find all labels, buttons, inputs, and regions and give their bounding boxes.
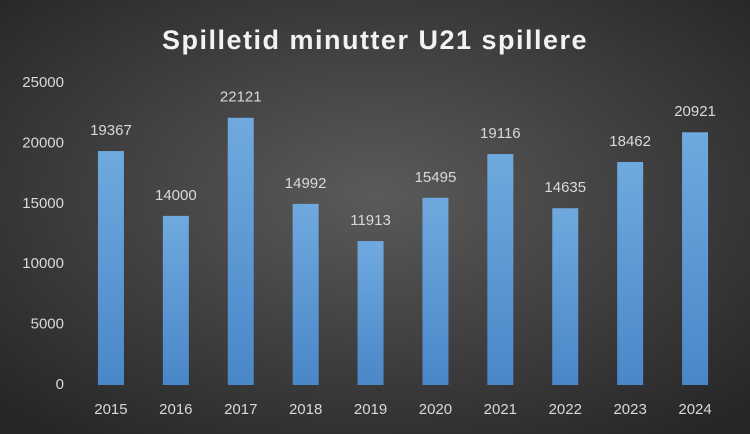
y-tick-label: 0 <box>56 376 64 393</box>
y-tick-label: 20000 <box>22 134 64 151</box>
data-label: 19116 <box>480 125 521 142</box>
bar <box>97 151 124 385</box>
bar <box>422 197 449 385</box>
x-tick-label: 2020 <box>419 401 452 418</box>
bar <box>162 215 189 385</box>
y-tick-label: 25000 <box>22 74 64 91</box>
y-tick-label: 5000 <box>31 316 64 333</box>
data-label: 20921 <box>674 103 716 120</box>
x-tick-label: 2021 <box>484 401 517 418</box>
bar <box>682 132 709 385</box>
bar <box>227 117 254 385</box>
x-tick-label: 2018 <box>289 401 322 418</box>
bar <box>552 208 579 385</box>
data-label: 22121 <box>220 89 262 106</box>
y-tick-label: 10000 <box>22 255 64 272</box>
x-tick-label: 2015 <box>94 401 127 418</box>
x-tick-label: 2019 <box>354 401 387 418</box>
bar <box>357 241 384 385</box>
data-label: 14992 <box>285 175 327 192</box>
data-label: 19367 <box>90 122 132 139</box>
data-label: 18462 <box>609 133 651 150</box>
x-tick-label: 2017 <box>224 401 257 418</box>
chart-title: Spilletid minutter U21 spillere <box>162 25 588 55</box>
data-label: 14000 <box>155 187 197 204</box>
y-tick-label: 15000 <box>22 195 64 212</box>
x-tick-label: 2016 <box>159 401 192 418</box>
bar <box>292 203 319 385</box>
bar <box>487 154 514 385</box>
x-tick-label: 2022 <box>549 401 582 418</box>
x-tick-label: 2023 <box>613 401 646 418</box>
x-tick-label: 2024 <box>678 401 711 418</box>
bar <box>617 161 644 385</box>
data-label: 11913 <box>350 212 391 229</box>
data-label: 15495 <box>415 169 457 186</box>
data-label: 14635 <box>544 179 586 196</box>
